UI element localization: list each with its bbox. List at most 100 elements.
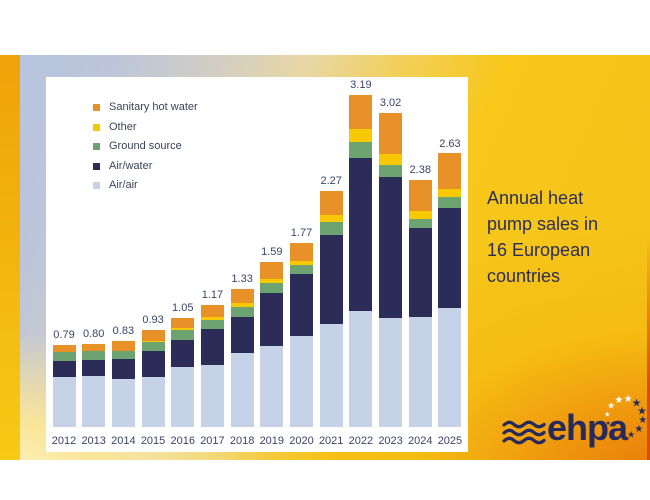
star-icon: ★ [618,430,626,440]
legend-swatch-sanitary-hot-water [93,104,100,112]
stacked-bar [319,190,343,427]
bar-value-label: 0.80 [82,327,105,340]
star-icon: ★ [634,423,644,435]
stacked-bar [408,179,432,427]
bar-value-label: 1.17 [201,289,224,302]
bar-value-label: 0.79 [53,328,75,341]
bar-segment-ground-source [379,164,403,178]
stacked-bar [349,95,373,427]
chart-panel: Sanitary hot water Other Ground source Air/… [46,77,468,452]
x-tick-label: 2017 [200,435,225,447]
bar-segment-air-air [260,345,284,427]
bar-segment-air-air [379,317,403,427]
star-icon: ★ [638,415,648,427]
bar-segment-other [319,214,343,223]
bar-segment-air-water [82,359,106,376]
bar-segment-air-air [290,335,313,427]
bar-segment-ground-source [260,283,284,293]
bar-value-label: 3.02 [379,96,402,109]
bar-segment-air-air [111,379,135,427]
bar-column: 3.02 2023 [377,77,405,447]
bar-segment-air-air [200,364,224,427]
x-tick-label: 2019 [259,435,285,447]
stacked-bar [290,242,313,427]
stacked-bar [141,330,165,427]
bar-value-label: 1.05 [172,301,194,314]
bar-value-label: 1.59 [261,245,283,258]
bar-segment-sanitary-hot-water [171,317,195,329]
bar-value-label: 2.63 [439,137,461,150]
legend-item: Air/air [93,176,198,196]
bar-segment-air-water [171,339,195,367]
stacked-bar [438,153,462,427]
bar-segment-other [438,188,462,198]
bar-segment-air-water [260,292,284,346]
bar-segment-sanitary-hot-water [200,305,224,318]
star-icon: ★ [604,411,611,419]
bar-column: 1.59 2019 [258,77,286,447]
card-background: Sanitary hot water Other Ground source Air/… [0,55,650,460]
star-icon: ★ [627,429,636,440]
x-tick-label: 2020 [289,435,314,447]
legend-swatch-air-water [93,162,100,170]
bar-segment-sanitary-hot-water [438,153,462,189]
bar-column: 0.79 2012 [50,77,78,447]
bar-segment-ground-source [290,265,313,275]
bar-segment-air-water [230,316,254,354]
legend-label: Air/water [109,159,153,172]
chart-legend: Sanitary hot water Other Ground source Air/… [93,98,198,196]
bar-segment-other [349,128,373,143]
legend-label: Other [109,120,137,133]
star-icon: ★ [614,395,624,407]
star-icon: ★ [631,397,642,410]
x-tick-label: 2016 [170,435,195,447]
legend-label: Sanitary hot water [109,101,198,114]
bar-segment-air-water [379,177,403,318]
left-accent-strip [0,55,20,460]
bar-plot: 0.79 2012 0.80 2013 0.83 2014 0.93 2015 1.05 2016… [50,77,464,447]
legend-item: Air/water [93,157,198,177]
bar-segment-ground-source [438,197,462,208]
bar-segment-air-water [52,360,76,378]
bar-segment-sanitary-hot-water [379,112,403,154]
star-icon: ★ [636,405,647,418]
bar-segment-ground-source [319,222,343,235]
ehpa-wordmark: ehpa [547,407,628,448]
bar-segment-air-air [438,308,462,427]
bar-segment-air-water [290,274,313,336]
x-tick-label: 2013 [81,435,106,447]
bar-segment-sanitary-hot-water [111,340,135,352]
bar-segment-ground-source [141,342,165,351]
bar-column: 0.80 2013 [80,77,108,447]
bar-segment-sanitary-hot-water [408,179,432,211]
x-tick-label: 2012 [51,435,77,447]
bar-segment-sanitary-hot-water [319,190,343,215]
bar-segment-air-water [408,228,432,317]
bar-segment-sanitary-hot-water [290,242,313,261]
bar-segment-air-air [141,377,165,427]
bar-segment-air-air [230,353,254,427]
bar-segment-air-air [52,377,76,427]
bar-segment-other [260,279,284,284]
x-tick-label: 2015 [140,435,166,447]
waves-icon [502,420,546,445]
bar-segment-air-air [349,310,373,427]
stacked-bar [82,343,106,427]
x-tick-label: 2021 [318,435,344,447]
bar-column: 0.83 2014 [109,77,137,447]
bar-column: 1.33 2018 [228,77,256,447]
legend-item: Sanitary hot water [93,98,198,118]
bar-value-label: 0.83 [112,324,135,337]
bar-segment-other [379,153,403,165]
stacked-bar [52,344,76,427]
x-tick-label: 2018 [229,435,255,447]
bar-segment-sanitary-hot-water [82,343,106,352]
star-icon: ★ [623,394,633,406]
bar-column: 3.19 2022 [347,77,375,447]
legend-item: Other [93,118,198,138]
bar-segment-other [141,341,165,343]
bar-segment-air-water [111,359,135,380]
x-tick-label: 2022 [348,435,374,447]
bar-value-label: 0.93 [142,314,164,327]
